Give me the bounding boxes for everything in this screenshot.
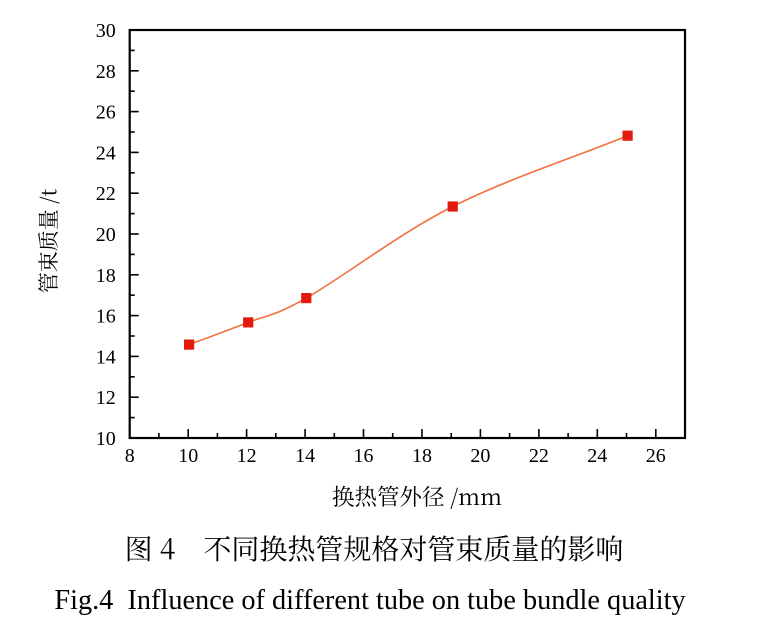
svg-text:8: 8: [125, 445, 135, 467]
svg-text:14: 14: [295, 445, 315, 467]
svg-text:12: 12: [96, 387, 116, 409]
svg-text:18: 18: [96, 265, 116, 287]
svg-text:管束质量 /t: 管束质量 /t: [33, 188, 63, 293]
svg-text:18: 18: [412, 445, 432, 467]
svg-text:20: 20: [470, 445, 490, 467]
svg-text:26: 26: [96, 102, 116, 124]
svg-text:28: 28: [96, 61, 116, 83]
svg-text:14: 14: [96, 346, 116, 368]
svg-text:22: 22: [96, 183, 116, 205]
svg-text:30: 30: [96, 20, 116, 42]
svg-text:12: 12: [237, 445, 257, 467]
svg-text:26: 26: [646, 445, 666, 467]
svg-text:10: 10: [96, 428, 116, 450]
svg-text:换热管外径 /mm: 换热管外径 /mm: [332, 480, 502, 512]
svg-text:22: 22: [529, 445, 549, 467]
svg-text:10: 10: [178, 445, 198, 467]
svg-text:图 4 不同换热管规格对管束质量的影响: 图 4 不同换热管规格对管束质量的影响: [125, 528, 624, 568]
svg-text:24: 24: [587, 445, 607, 467]
svg-text:24: 24: [96, 142, 116, 164]
svg-text:16: 16: [354, 445, 374, 467]
svg-text:Fig.4 Influence of different: Fig.4 Influence of different tube on tub…: [54, 585, 686, 616]
svg-text:20: 20: [96, 224, 116, 246]
svg-text:16: 16: [96, 306, 116, 328]
